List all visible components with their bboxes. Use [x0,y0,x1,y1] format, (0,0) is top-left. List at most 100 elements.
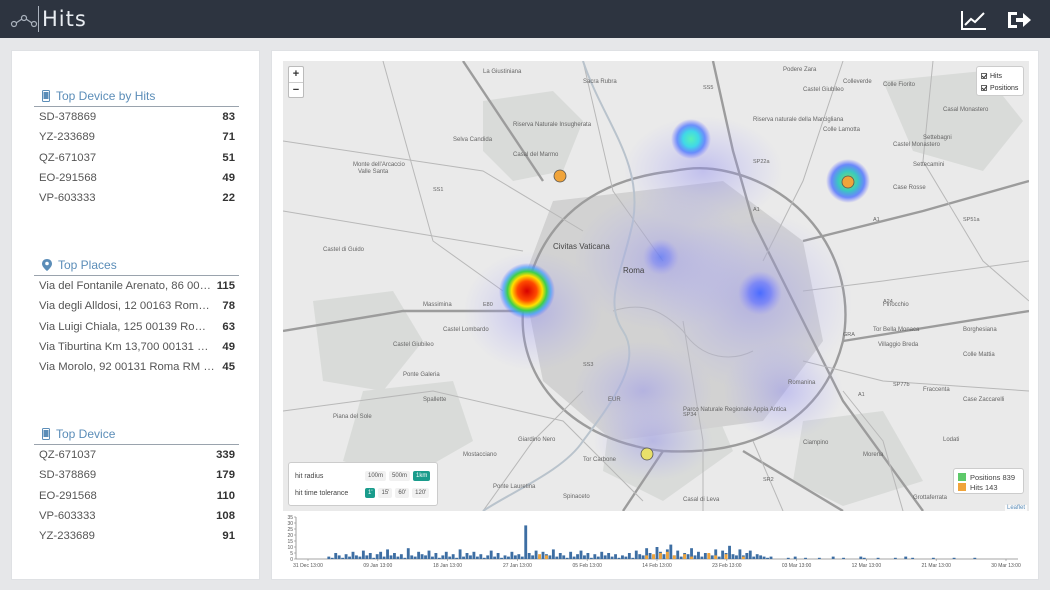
bar-positions[interactable] [600,551,604,559]
bar-hits[interactable] [714,555,718,559]
bar-positions[interactable] [614,554,617,559]
list-item[interactable]: SD-378869 83 [34,107,239,127]
bar-positions[interactable] [565,557,569,559]
bar-positions[interactable] [562,555,566,559]
bar-hits[interactable] [545,555,548,559]
bar-positions[interactable] [517,554,521,559]
radius-option-100m[interactable]: 100m [365,471,387,481]
list-item[interactable]: Via del Fontanile Arenato, 86 001... 115 [34,276,239,296]
bar-positions[interactable] [417,551,421,559]
bar-positions[interactable] [396,556,400,559]
bar-positions[interactable] [548,555,552,559]
bar-positions[interactable] [569,551,573,559]
bar-positions[interactable] [393,553,396,559]
bar-positions[interactable] [769,556,773,559]
bar-positions[interactable] [455,557,459,559]
heatmap-map[interactable]: La Giustiniana Sacra Rubra Colleverde Caste… [283,61,1029,511]
bar-positions[interactable] [365,555,369,559]
bar-positions[interactable] [731,554,735,559]
leaflet-attribution[interactable]: Leaflet [1004,505,1027,511]
bar-positions[interactable] [576,554,579,559]
bar-hits[interactable] [683,554,687,559]
tolerance-option-120[interactable]: 120' [412,488,430,498]
tolerance-option-15[interactable]: 15' [378,488,393,498]
bar-positions[interactable] [475,556,479,559]
bar-positions[interactable] [437,557,441,559]
bar-positions[interactable] [759,555,763,559]
bar-positions[interactable] [403,557,407,559]
bar-positions[interactable] [527,553,531,559]
bar-hits[interactable] [645,555,649,559]
bar-positions[interactable] [469,555,472,559]
bar-positions[interactable] [486,555,490,559]
bar-positions[interactable] [703,553,707,559]
bar-positions[interactable] [904,556,908,559]
bar-positions[interactable] [762,556,766,559]
bar-positions[interactable] [721,550,725,559]
bar-positions[interactable] [583,555,586,559]
bar-positions[interactable] [572,556,576,559]
hit-marker[interactable] [640,447,654,461]
bar-positions[interactable] [911,557,915,559]
bar-positions[interactable] [434,553,438,559]
bar-positions[interactable] [589,557,593,559]
bar-hits[interactable] [652,554,655,559]
bar-positions[interactable] [697,551,700,559]
bar-positions[interactable] [752,556,756,559]
bar-positions[interactable] [610,556,614,559]
bar-positions[interactable] [368,553,372,559]
bar-positions[interactable] [503,555,507,559]
bar-positions[interactable] [413,556,417,559]
list-item[interactable]: YZ-233689 91 [34,526,239,546]
hit-marker[interactable] [553,169,567,183]
list-item[interactable]: SD-378869 179 [34,465,239,485]
hit-marker[interactable] [841,175,855,189]
bar-hits[interactable] [724,554,728,559]
bar-positions[interactable] [558,553,562,559]
bar-positions[interactable] [510,551,514,559]
bar-positions[interactable] [399,554,403,559]
bar-hits[interactable] [741,556,745,559]
bar-hits[interactable] [672,555,676,559]
bar-positions[interactable] [804,557,807,559]
bar-positions[interactable] [648,553,652,559]
bar-positions[interactable] [786,557,790,559]
bar-positions[interactable] [662,554,666,559]
bar-positions[interactable] [386,549,389,559]
bar-positions[interactable] [406,548,410,559]
list-item[interactable]: Via Tiburtina Km 13,700 00131 Ro... 49 [34,337,239,357]
bar-positions[interactable] [507,556,510,559]
list-item[interactable]: Via Luigi Chiala, 125 00139 Roma R... 63 [34,317,239,337]
bar-positions[interactable] [451,554,455,559]
bar-positions[interactable] [679,556,683,559]
list-item[interactable]: YZ-233689 71 [34,127,239,147]
bar-positions[interactable] [586,553,590,559]
radius-option-1km[interactable]: 1km [413,471,431,481]
bar-positions[interactable] [358,556,362,559]
bar-hits[interactable] [690,556,693,559]
bar-hits[interactable] [538,554,541,559]
checkbox-icon[interactable] [981,73,987,79]
bar-positions[interactable] [638,554,642,559]
radius-option-500m[interactable]: 500m [389,471,411,481]
bar-positions[interactable] [617,557,621,559]
bar-positions[interactable] [330,557,334,559]
bar-positions[interactable] [458,549,462,559]
bar-positions[interactable] [531,555,535,559]
list-item[interactable]: VP-603333 108 [34,506,239,526]
bar-positions[interactable] [876,557,880,559]
bar-positions[interactable] [655,547,659,559]
bar-positions[interactable] [931,557,935,559]
layer-positions-toggle[interactable]: Positions [981,82,1019,94]
bar-positions[interactable] [334,553,338,559]
bar-positions[interactable] [462,556,465,559]
zoom-in-button[interactable]: + [292,68,300,80]
bar-positions[interactable] [551,549,555,559]
bar-positions[interactable] [624,556,628,559]
checkbox-icon[interactable] [981,85,987,91]
bar-positions[interactable] [534,550,538,559]
layer-hits-toggle[interactable]: Hits [981,70,1019,82]
bar-positions[interactable] [441,555,445,559]
bar-positions[interactable] [555,556,559,559]
bar-positions[interactable] [627,553,631,559]
